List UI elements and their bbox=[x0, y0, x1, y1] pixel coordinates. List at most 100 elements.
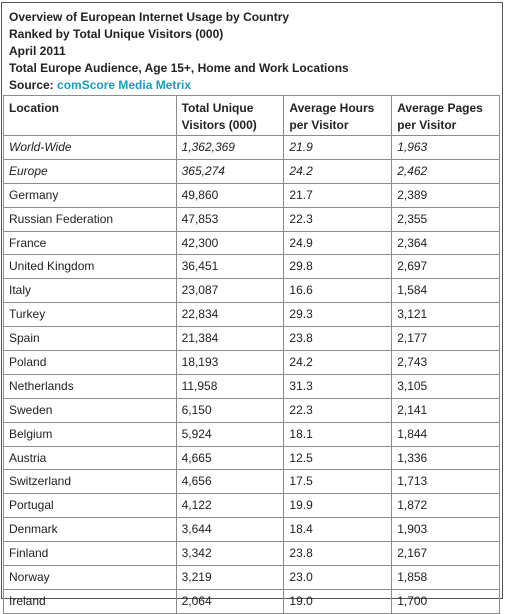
cell-visitors: 5,924 bbox=[175, 421, 285, 447]
caption-date: April 2011 bbox=[9, 44, 66, 58]
cell-hours: 21.7 bbox=[283, 182, 393, 208]
cell-hours: 19.0 bbox=[283, 588, 393, 614]
cell-visitors: 49,860 bbox=[175, 182, 285, 208]
cell-pages: 1,584 bbox=[391, 278, 500, 304]
cell-pages: 1,963 bbox=[391, 135, 500, 160]
cell-visitors: 4,656 bbox=[175, 469, 285, 495]
document-frame: Overview of European Internet Usage by C… bbox=[1, 2, 503, 599]
source-label: Source: bbox=[9, 78, 58, 92]
cell-visitors: 21,384 bbox=[175, 326, 285, 352]
cell-location: Belgium bbox=[3, 421, 177, 447]
table-row: Ireland 2,064 19.0 1,700 bbox=[3, 588, 500, 614]
cell-pages: 2,364 bbox=[391, 230, 500, 256]
cell-hours: 18.1 bbox=[283, 421, 393, 447]
cell-location: Switzerland bbox=[3, 469, 177, 495]
caption-source: Source: comScore Media Metrix bbox=[9, 77, 496, 94]
cell-visitors: 6,150 bbox=[175, 397, 285, 423]
table-row: Netherlands 11,958 31.3 3,105 bbox=[3, 373, 500, 399]
cell-hours: 19.9 bbox=[283, 493, 393, 519]
cell-pages: 3,105 bbox=[391, 373, 500, 399]
cell-pages: 1,700 bbox=[391, 588, 500, 614]
cell-location: Finland bbox=[3, 541, 177, 567]
cell-pages: 1,903 bbox=[391, 517, 500, 543]
column-header-hours: Average Hours per Visitor bbox=[283, 95, 393, 136]
table-row: Portugal 4,122 19.9 1,872 bbox=[3, 493, 500, 519]
cell-hours: 18.4 bbox=[283, 517, 393, 543]
table-header-row: Location Total Unique Visitors (000) Ave… bbox=[3, 95, 500, 136]
cell-hours: 23.8 bbox=[283, 541, 393, 567]
cell-location: Russian Federation bbox=[3, 206, 177, 232]
table-row: Finland 3,342 23.8 2,167 bbox=[3, 541, 500, 567]
cell-visitors: 18,193 bbox=[175, 350, 285, 375]
cell-pages: 2,743 bbox=[391, 350, 500, 375]
table-row: Russian Federation 47,853 22.3 2,355 bbox=[3, 206, 500, 232]
cell-hours: 24.2 bbox=[283, 158, 393, 184]
table-row: Turkey 22,834 29.3 3,121 bbox=[3, 302, 500, 328]
table-body: World-Wide 1,362,369 21.9 1,963 Europe 365,27… bbox=[3, 135, 500, 614]
table-caption: Overview of European Internet Usage by C… bbox=[2, 3, 502, 94]
table-row: Germany 49,860 21.7 2,389 bbox=[3, 182, 500, 208]
cell-visitors: 2,064 bbox=[175, 588, 285, 614]
cell-visitors: 23,087 bbox=[175, 278, 285, 304]
table-row: France 42,300 24.9 2,364 bbox=[3, 230, 500, 256]
column-header-location: Location bbox=[3, 95, 177, 136]
caption-subtitle: Ranked by Total Unique Visitors (000) bbox=[9, 27, 224, 41]
cell-pages: 2,141 bbox=[391, 397, 500, 423]
cell-pages: 2,697 bbox=[391, 254, 500, 280]
cell-location: Sweden bbox=[3, 397, 177, 423]
cell-visitors: 11,958 bbox=[175, 373, 285, 399]
cell-pages: 2,177 bbox=[391, 326, 500, 352]
cell-visitors: 3,342 bbox=[175, 541, 285, 567]
cell-hours: 16.6 bbox=[283, 278, 393, 304]
cell-location: World-Wide bbox=[3, 135, 177, 160]
table-row: Norway 3,219 23.0 1,858 bbox=[3, 565, 500, 590]
cell-pages: 2,389 bbox=[391, 182, 500, 208]
cell-visitors: 3,644 bbox=[175, 517, 285, 543]
cell-visitors: 42,300 bbox=[175, 230, 285, 256]
column-header-pages: Average Pages per Visitor bbox=[391, 95, 500, 136]
cell-visitors: 4,122 bbox=[175, 493, 285, 519]
table-row: United Kingdom 36,451 29.8 2,697 bbox=[3, 254, 500, 280]
cell-hours: 21.9 bbox=[283, 135, 393, 160]
cell-hours: 22.3 bbox=[283, 206, 393, 232]
cell-location: Ireland bbox=[3, 588, 177, 614]
cell-location: Spain bbox=[3, 326, 177, 352]
cell-location: Germany bbox=[3, 182, 177, 208]
caption-title: Overview of European Internet Usage by C… bbox=[9, 10, 290, 24]
cell-pages: 1,844 bbox=[391, 421, 500, 447]
cell-hours: 24.2 bbox=[283, 350, 393, 375]
cell-hours: 23.0 bbox=[283, 565, 393, 590]
cell-hours: 29.3 bbox=[283, 302, 393, 328]
table-row: Switzerland 4,656 17.5 1,713 bbox=[3, 469, 500, 495]
cell-location: Austria bbox=[3, 445, 177, 471]
cell-visitors: 1,362,369 bbox=[175, 135, 285, 160]
table-row: Denmark 3,644 18.4 1,903 bbox=[3, 517, 500, 543]
source-link[interactable]: comScore Media Metrix bbox=[57, 78, 192, 92]
cell-pages: 1,336 bbox=[391, 445, 500, 471]
cell-location: United Kingdom bbox=[3, 254, 177, 280]
table-row: Poland 18,193 24.2 2,743 bbox=[3, 350, 500, 375]
cell-hours: 22.3 bbox=[283, 397, 393, 423]
cell-hours: 24.9 bbox=[283, 230, 393, 256]
cell-hours: 31.3 bbox=[283, 373, 393, 399]
cell-hours: 17.5 bbox=[283, 469, 393, 495]
cell-visitors: 3,219 bbox=[175, 565, 285, 590]
cell-pages: 3,121 bbox=[391, 302, 500, 328]
usage-table: Location Total Unique Visitors (000) Ave… bbox=[3, 95, 500, 614]
table-row: Europe 365,274 24.2 2,462 bbox=[3, 158, 500, 184]
cell-pages: 2,167 bbox=[391, 541, 500, 567]
caption-audience: Total Europe Audience, Age 15+, Home and… bbox=[9, 61, 349, 75]
cell-visitors: 4,665 bbox=[175, 445, 285, 471]
cell-location: Turkey bbox=[3, 302, 177, 328]
cell-pages: 2,355 bbox=[391, 206, 500, 232]
table-row: Spain 21,384 23.8 2,177 bbox=[3, 326, 500, 352]
column-header-visitors: Total Unique Visitors (000) bbox=[175, 95, 285, 136]
table-row: Sweden 6,150 22.3 2,141 bbox=[3, 397, 500, 423]
cell-pages: 1,858 bbox=[391, 565, 500, 590]
cell-hours: 23.8 bbox=[283, 326, 393, 352]
cell-pages: 2,462 bbox=[391, 158, 500, 184]
cell-hours: 29.8 bbox=[283, 254, 393, 280]
cell-location: Denmark bbox=[3, 517, 177, 543]
table-row: Italy 23,087 16.6 1,584 bbox=[3, 278, 500, 304]
cell-visitors: 36,451 bbox=[175, 254, 285, 280]
